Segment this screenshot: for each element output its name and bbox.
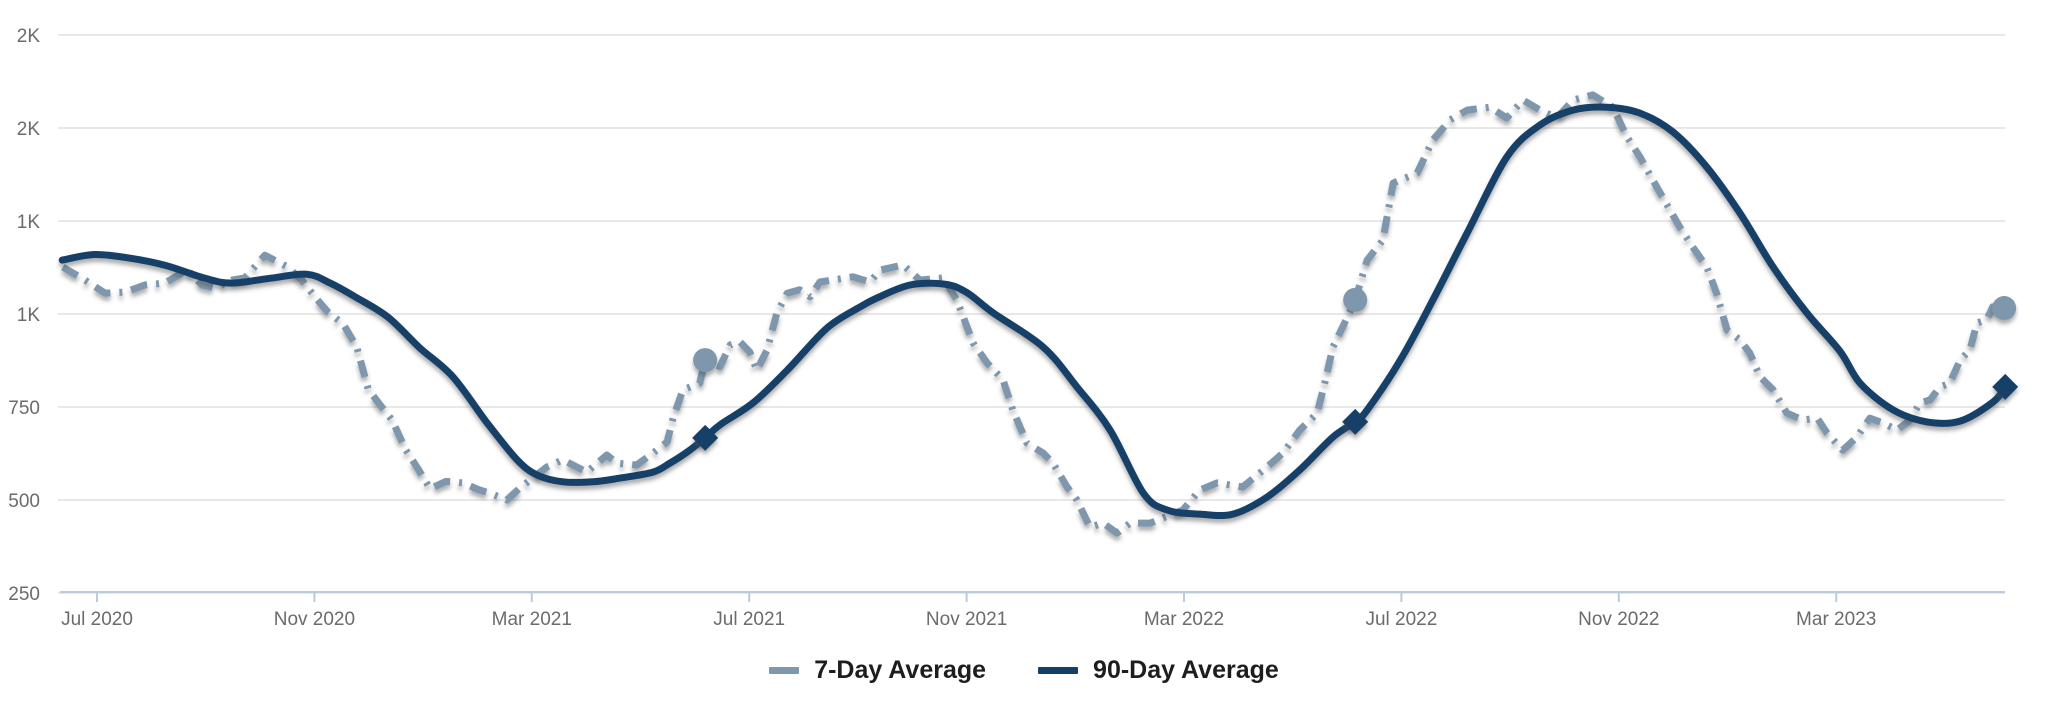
x-axis-tick-label: Mar 2021 [492, 609, 572, 630]
x-axis-tick-label: Mar 2023 [1796, 609, 1876, 630]
x-axis-tick-label: Nov 2020 [274, 609, 355, 630]
chart-legend: 7-Day Average 90-Day Average [0, 646, 2048, 694]
y-axis-tick-label: 1K [17, 212, 41, 233]
marker-diamond-90-day [1342, 408, 1369, 435]
series-line-7-day-average [61, 91, 2005, 537]
legend-item-90-day-average[interactable]: 90-Day Average [1038, 656, 1279, 685]
y-axis-tick-label: 250 [8, 584, 40, 605]
y-axis-tick-label: 750 [8, 398, 40, 419]
series-line-90-day-average [58, 103, 2009, 520]
x-axis-tick-label: Jul 2021 [713, 609, 785, 630]
x-axis-tick-label: Nov 2022 [1578, 609, 1659, 630]
marker-circle-7-day [1992, 296, 2017, 321]
marker-diamond-90-day [1992, 373, 2019, 400]
marker-circle-7-day [1343, 287, 1368, 312]
x-axis-tick-label: Nov 2021 [926, 609, 1007, 630]
x-axis-tick-label: Jul 2022 [1365, 609, 1437, 630]
legend-label-7-day: 7-Day Average [814, 655, 987, 684]
x-axis-tick-label: Jul 2020 [61, 609, 133, 630]
x-axis-tick-label: Mar 2022 [1144, 609, 1224, 630]
legend-swatch-7-day-icon [769, 666, 800, 674]
marker-circle-7-day [693, 348, 718, 373]
legend-label-90-day: 90-Day Average [1093, 655, 1279, 684]
y-axis-tick-label: 2K [17, 26, 41, 47]
y-axis-tick-label: 1K [17, 305, 41, 326]
line-chart: 2K 2K 1K 1K 750 500 250 Jul 2020 Nov 2020 Mar 202… [8, 26, 2019, 630]
y-axis-tick-label: 2K [17, 119, 41, 140]
y-axis-tick-label: 500 [8, 491, 40, 512]
legend-swatch-90-day-icon [1038, 666, 1079, 674]
marker-diamond-90-day [692, 424, 719, 451]
legend-item-7-day-average[interactable]: 7-Day Average [769, 656, 986, 685]
